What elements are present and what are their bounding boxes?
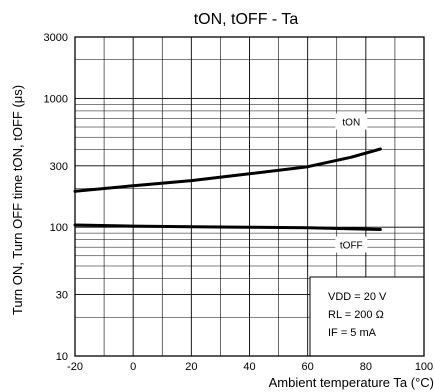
x-tick-label: 40	[243, 361, 255, 373]
x-tick-label: 20	[185, 361, 197, 373]
conditions-box-frame	[309, 276, 425, 357]
condition-vdd: VDD = 20 V	[328, 291, 387, 303]
x-tick-label: 60	[302, 361, 314, 373]
x-tick-labels: -20 0 20 40 60 80 100	[67, 361, 433, 373]
series-line-ton	[73, 147, 382, 193]
plot-area-border	[74, 36, 425, 357]
condition-if: IF = 5 mA	[328, 327, 377, 339]
x-tick-label: 0	[130, 361, 136, 373]
chart-title: tON, tOFF - Ta	[194, 11, 299, 28]
series-label-ton: tON	[342, 118, 360, 129]
x-tick-label: 80	[360, 361, 372, 373]
y-tick-label: 10	[56, 351, 68, 363]
x-tick-label: -20	[67, 361, 83, 373]
conditions-box: VDD = 20 V RL = 200 Ω IF = 5 mA	[309, 276, 425, 357]
condition-rl: RL = 200 Ω	[328, 309, 384, 321]
y-tick-label: 30	[56, 290, 68, 302]
y-tick-label: 1000	[44, 93, 68, 105]
y-tick-labels: 10 30 100 300 1000 3000	[44, 32, 68, 363]
series-group: tON tOFF	[73, 113, 382, 253]
series-label-toff: tOFF	[340, 241, 363, 252]
x-tick-label: 100	[415, 361, 433, 373]
series-label-background	[335, 113, 368, 130]
series-label-background	[335, 236, 368, 253]
y-tick-label: 300	[50, 161, 68, 173]
series-line-toff	[73, 223, 382, 231]
y-tick-label: 3000	[44, 32, 68, 44]
x-axis-label: Ambient temperature Ta (°C)	[269, 375, 434, 390]
y-tick-label: 100	[50, 222, 68, 234]
y-axis-label: Turn ON, Turn OFF time tON, tOFF (μs)	[10, 85, 25, 315]
